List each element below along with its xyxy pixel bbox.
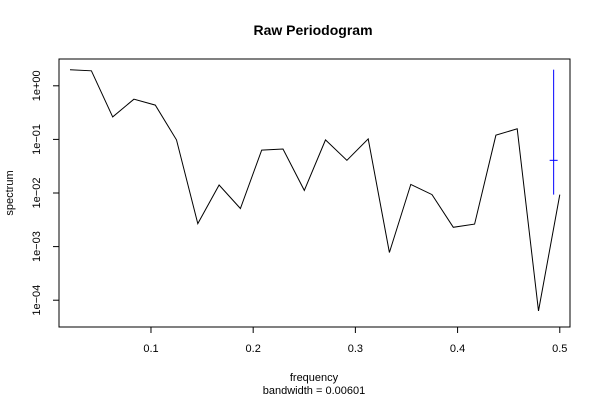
series-layer bbox=[69, 69, 561, 311]
chart-title: Raw Periodogram bbox=[253, 22, 372, 38]
x-axis-label: frequency bbox=[290, 372, 339, 384]
y-axis: 1e+00 1e−01 1e−02 1e−03 1e−04 bbox=[31, 70, 60, 316]
y-tick-label: 1e−01 bbox=[31, 124, 43, 155]
y-tick-label: 1e+00 bbox=[31, 70, 43, 101]
x-tick-label: 0.4 bbox=[450, 343, 465, 355]
y-tick-label: 1e−02 bbox=[31, 178, 43, 209]
y-tick-label: 1e−03 bbox=[31, 231, 43, 262]
y-axis-label: spectrum bbox=[4, 170, 16, 215]
x-tick-label: 0.3 bbox=[348, 343, 363, 355]
x-tick-label: 0.5 bbox=[552, 343, 567, 355]
spectrum-line bbox=[69, 69, 561, 311]
y-tick-label: 1e−04 bbox=[31, 285, 43, 316]
x-axis: 0.1 0.2 0.3 0.4 0.5 bbox=[143, 326, 567, 355]
x-tick-label: 0.1 bbox=[143, 343, 158, 355]
x-tick-label: 0.2 bbox=[246, 343, 261, 355]
bandwidth-label: bandwidth = 0.00601 bbox=[263, 385, 365, 397]
confidence-interval-bar bbox=[549, 69, 558, 195]
